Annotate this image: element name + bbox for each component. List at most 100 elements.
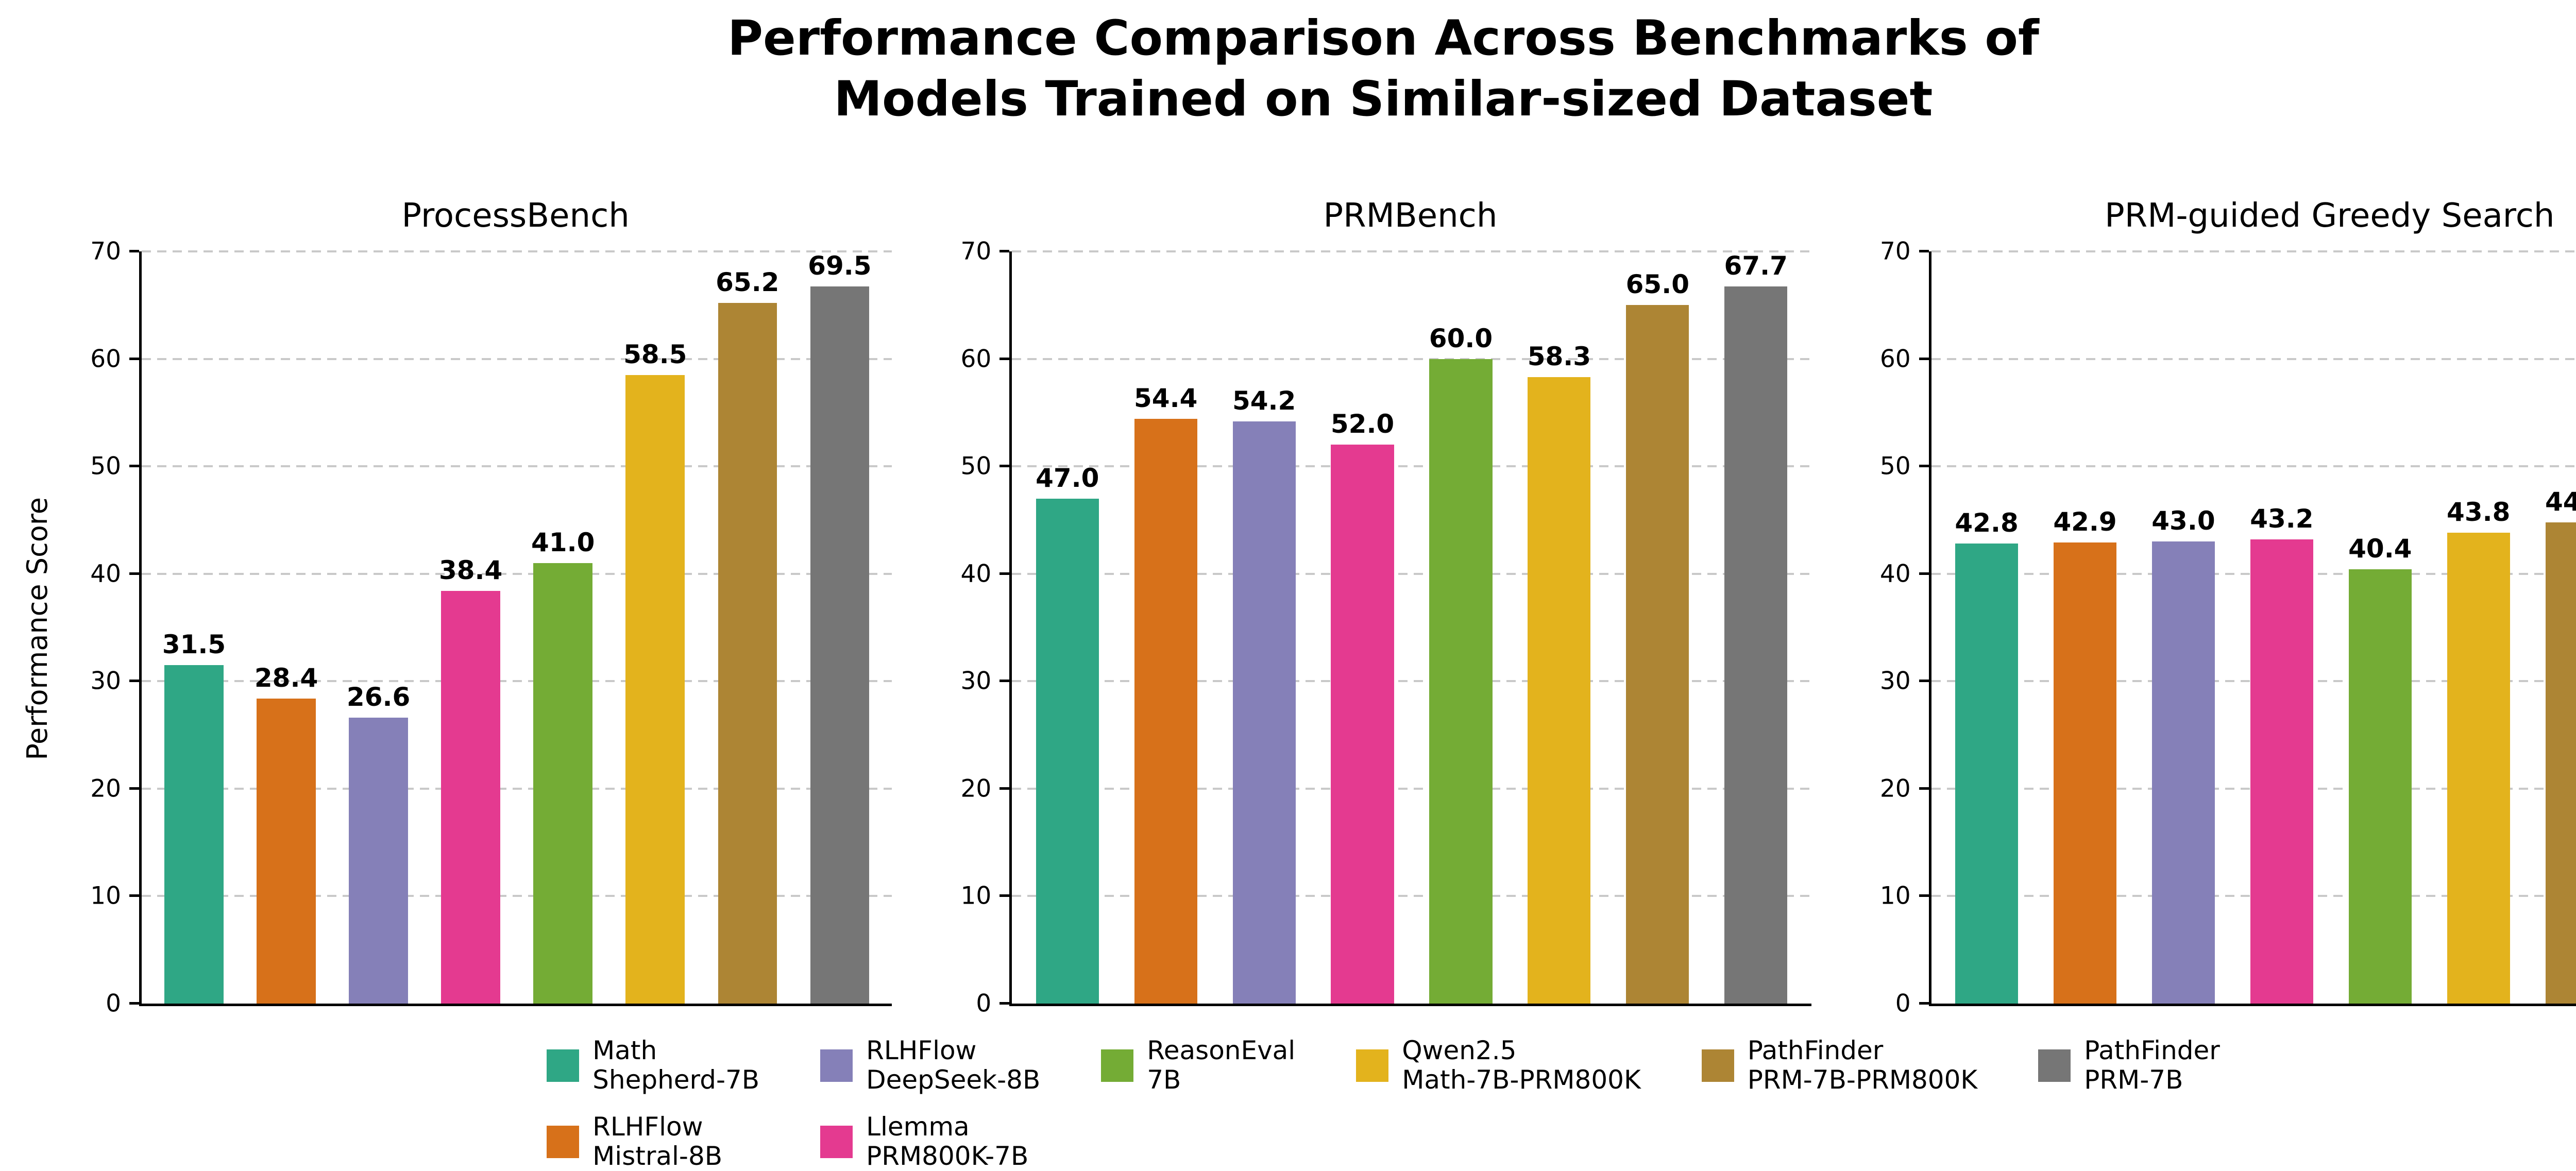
bar-value-label: 54.2 xyxy=(1232,385,1296,416)
bars-row: 31.5 28.4 26.6 38.4 41.0 58.5 65.2 69.5 xyxy=(142,251,892,1004)
legend-label-line: Mistral-8B xyxy=(592,1141,723,1171)
y-tick-mark xyxy=(1919,572,1929,575)
figure-title-line2: Models Trained on Similar-sized Dataset xyxy=(834,71,1933,127)
bar-math-shepherd-7b xyxy=(164,665,224,1004)
y-tick-label: 30 xyxy=(90,667,121,695)
bar-reasoneval-7b xyxy=(2348,569,2412,1004)
y-tick-label: 20 xyxy=(90,774,121,803)
legend-label-line: RLHFlow xyxy=(866,1036,977,1065)
y-tick-label: 50 xyxy=(960,452,992,481)
legend-label-line: Math xyxy=(592,1036,657,1065)
axes-body: 0 10 20 30 40 50 60 70 42.8 42.9 43.0 43.2 40.4 43.8 4… xyxy=(1852,240,2576,1016)
legend-entry: Llemma PRM800K-7B xyxy=(820,1112,1040,1171)
bar-value-label: 43.2 xyxy=(2250,503,2314,534)
bar-value-label: 41.0 xyxy=(531,527,595,557)
bar-value-label: 69.5 xyxy=(808,251,872,281)
axes-body: Performance Score 0 10 20 30 40 50 60 70 31.5 28.… xyxy=(13,240,892,1016)
y-tick-label: 30 xyxy=(1879,667,1911,695)
y-tick-label: 10 xyxy=(90,881,121,910)
bar-slot: 54.4 xyxy=(1116,251,1215,1004)
legend-entry: Qwen2.5 Math-7B-PRM800K xyxy=(1356,1036,1641,1095)
bar-slot: 60.0 xyxy=(1412,251,1510,1004)
subplot-title-greedy-search: PRM-guided Greedy Search xyxy=(2105,197,2555,235)
subplot-prm-guided-greedy-search: PRM-guided Greedy Search 0 10 20 30 40 50 60 70… xyxy=(1852,196,2576,1016)
legend-label-line: DeepSeek-8B xyxy=(866,1065,1041,1095)
y-tick-mark xyxy=(999,465,1010,468)
y-tick-mark xyxy=(1919,894,1929,897)
bar-value-label: 44.8 xyxy=(2545,486,2576,517)
y-tick-mark xyxy=(999,572,1010,575)
bar-value-label: 31.5 xyxy=(162,630,226,659)
y-tick-mark xyxy=(1919,250,1929,252)
y-tick-label: 20 xyxy=(1879,774,1911,803)
legend-label-line: Shepherd-7B xyxy=(592,1065,760,1095)
y-tick-label: 60 xyxy=(960,345,992,374)
figure-title: Performance Comparison Across Benchmarks… xyxy=(0,8,2576,130)
bar-slot: 42.9 xyxy=(2036,251,2134,1004)
bar-slot: 26.6 xyxy=(332,251,425,1004)
figure-title-line1: Performance Comparison Across Benchmarks… xyxy=(727,10,2039,66)
legend-swatch xyxy=(1356,1049,1389,1082)
bar-slot: 42.8 xyxy=(1938,251,2036,1004)
y-tick-label: 70 xyxy=(960,237,992,266)
legend-label: Qwen2.5 Math-7B-PRM800K xyxy=(1402,1036,1641,1095)
bar-reasoneval-7b xyxy=(1429,359,1493,1004)
bar-value-label: 47.0 xyxy=(1036,463,1099,493)
bar-rlhflow-deepseek-8b xyxy=(1232,421,1296,1004)
legend-label-line: Math-7B-PRM800K xyxy=(1402,1065,1641,1095)
bar-slot: 58.3 xyxy=(1510,251,1608,1004)
legend-swatch xyxy=(2038,1049,2071,1082)
plot-area-processbench: 0 10 20 30 40 50 60 70 31.5 28.4 26.6 38.4 41.0 58.5 6… xyxy=(90,240,892,1016)
bar-rlhflow-mistral-8b xyxy=(2053,542,2117,1004)
y-tick-label: 20 xyxy=(960,774,992,803)
bar-pathfinder-prm-7b-prm800k xyxy=(2545,522,2576,1004)
bar-llemma-prm800k-7b xyxy=(2250,539,2313,1004)
y-tick-mark xyxy=(129,465,139,468)
legend-entry: Math Shepherd-7B xyxy=(547,1036,759,1095)
legend-column: Qwen2.5 Math-7B-PRM800K xyxy=(1356,1036,1641,1095)
bar-slot: 38.4 xyxy=(425,251,517,1004)
legend-label-line: Llemma xyxy=(866,1112,970,1142)
y-tick-mark xyxy=(999,357,1010,360)
y-tick-mark xyxy=(129,572,139,575)
bar-value-label: 43.0 xyxy=(2151,506,2215,536)
y-tick-label: 60 xyxy=(1879,345,1911,374)
legend-entry: RLHFlow DeepSeek-8B xyxy=(820,1036,1040,1095)
bar-slot: 65.0 xyxy=(1608,251,1707,1004)
plot-wrap: 0 10 20 30 40 50 60 70 47.0 54.4 54.2 52.0 60.0 58.3 6… xyxy=(932,240,1811,1016)
legend-column: RLHFlow DeepSeek-8B Llemma PRM800K-7B xyxy=(820,1036,1040,1171)
bars-row: 42.842.943.043.240.443.844.848.2 xyxy=(1931,251,2576,1004)
legend-swatch xyxy=(547,1049,580,1082)
y-tick-label: 50 xyxy=(90,452,121,481)
bars-row: 47.0 54.4 54.2 52.0 60.0 58.3 65.0 67.7 xyxy=(1012,251,1811,1004)
bar-pathfinder-prm-7b xyxy=(1724,286,1788,1004)
bar-math-shepherd-7b xyxy=(1036,498,1099,1004)
bar-slot: 65.2 xyxy=(701,251,793,1004)
legend-swatch xyxy=(1101,1049,1134,1082)
subplot-title-prmbench: PRMBench xyxy=(1323,197,1498,235)
bar-value-label: 26.6 xyxy=(346,682,411,712)
y-tick-label: 50 xyxy=(1879,452,1911,481)
bar-slot: 28.4 xyxy=(240,251,332,1004)
y-tick-mark xyxy=(999,894,1010,897)
legend-label-line: PRM-7B-PRM800K xyxy=(1747,1065,1978,1095)
legend-entry: RLHFlow Mistral-8B xyxy=(547,1112,759,1171)
subplot-processbench: ProcessBench Performance Score 0 10 20 30 40… xyxy=(13,196,892,1016)
y-tick-label: 30 xyxy=(960,667,992,695)
legend-label: ReasonEval 7B xyxy=(1147,1036,1295,1095)
y-tick-label: 70 xyxy=(90,237,121,266)
legend-column: ReasonEval 7B xyxy=(1101,1036,1295,1095)
plot-wrap: 0 10 20 30 40 50 60 70 31.5 28.4 26.6 38.4 41.0 58.5 6… xyxy=(62,240,892,1016)
bar-value-label: 67.7 xyxy=(1724,251,1788,281)
plot-area-prmbench: 0 10 20 30 40 50 60 70 47.0 54.4 54.2 52.0 60.0 58.3 6… xyxy=(961,240,1811,1016)
legend-label-line: RLHFlow xyxy=(592,1112,703,1142)
y-tick-label: 10 xyxy=(1879,881,1911,910)
y-tick-label: 40 xyxy=(1879,559,1911,588)
legend-swatch xyxy=(1701,1049,1734,1082)
legend-label-line: PRM800K-7B xyxy=(866,1141,1029,1171)
bar-value-label: 42.9 xyxy=(2053,507,2117,537)
y-tick-mark xyxy=(129,357,139,360)
bar-slot: 67.7 xyxy=(1707,251,1805,1004)
charts-row: ProcessBench Performance Score 0 10 20 30 40… xyxy=(13,196,2576,1016)
